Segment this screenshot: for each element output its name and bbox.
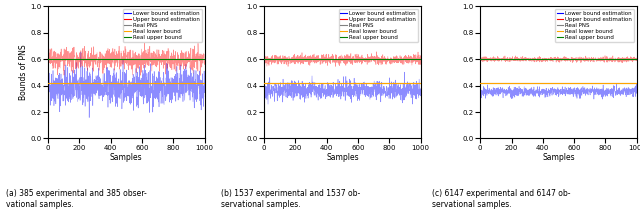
Legend: Lower bound estimation, Upper bound estimation, Real PNS, Real lower bound, Real: Lower bound estimation, Upper bound esti… <box>555 9 634 42</box>
Text: (b) 1537 experimental and 1537 ob-
servational samples.: (b) 1537 experimental and 1537 ob- serva… <box>221 189 360 209</box>
X-axis label: Samples: Samples <box>542 154 575 163</box>
X-axis label: Samples: Samples <box>326 154 358 163</box>
Legend: Lower bound estimation, Upper bound estimation, Real PNS, Real lower bound, Real: Lower bound estimation, Upper bound esti… <box>339 9 418 42</box>
X-axis label: Samples: Samples <box>110 154 143 163</box>
Text: (c) 6147 experimental and 6147 ob-
servational samples.: (c) 6147 experimental and 6147 ob- serva… <box>432 189 570 209</box>
Text: (a) 385 experimental and 385 obser-
vational samples.: (a) 385 experimental and 385 obser- vati… <box>6 189 147 209</box>
Legend: Lower bound estimation, Upper bound estimation, Real PNS, Real lower bound, Real: Lower bound estimation, Upper bound esti… <box>123 9 202 42</box>
Y-axis label: Bounds of PNS: Bounds of PNS <box>19 45 28 100</box>
